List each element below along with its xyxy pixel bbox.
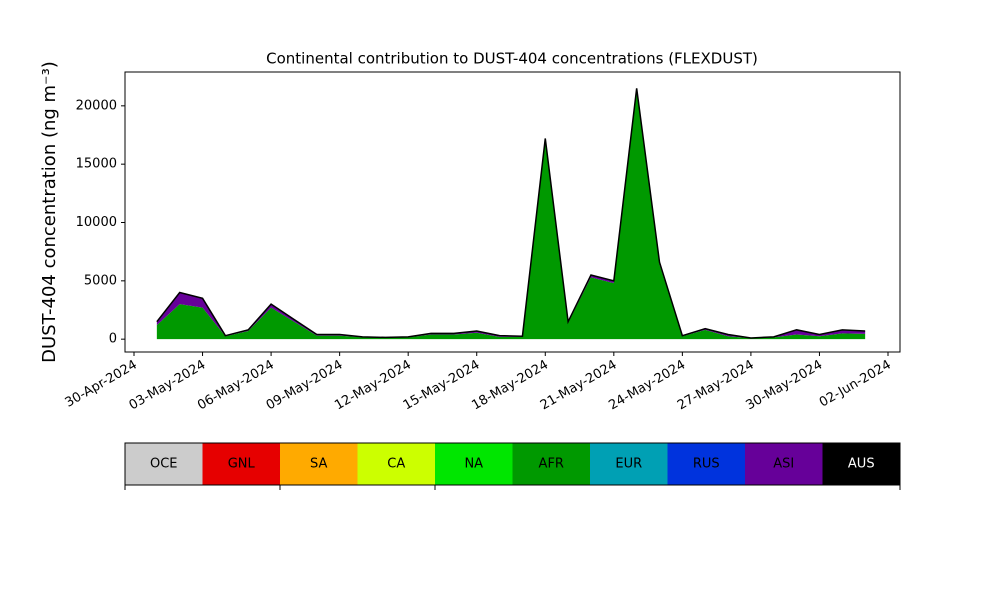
- plot-frame: [124, 71, 901, 353]
- legend-swatch: [667, 443, 745, 485]
- legend-label: CA: [387, 457, 405, 472]
- area: [156, 88, 866, 339]
- x-tick-label: 21-May-2024: [538, 358, 620, 414]
- x-tick-label: 03-May-2024: [127, 358, 209, 414]
- legend-swatch: [280, 443, 358, 485]
- x-tick-label: 15-May-2024: [401, 358, 483, 414]
- legend-swatch: [202, 443, 280, 485]
- legend-swatch: [357, 443, 435, 485]
- legend-swatch: [590, 443, 668, 485]
- y-tick-label: 10000: [76, 215, 117, 230]
- legend-swatch: [512, 443, 590, 485]
- outline: [156, 88, 866, 339]
- legend-label: OCE: [150, 457, 178, 472]
- y-tick-label: 5000: [84, 273, 117, 288]
- x-tick-label: 02-Jun-2024: [817, 358, 894, 411]
- legend-label: NA: [464, 457, 483, 472]
- legend-swatch: [822, 443, 900, 485]
- x-tick-label: 30-May-2024: [744, 358, 826, 414]
- chart-title: Continental contribution to DUST-404 con…: [266, 50, 758, 68]
- legend-label: GNL: [228, 457, 256, 472]
- legend-swatch: [745, 443, 823, 485]
- legend-swatch: [125, 443, 203, 485]
- legend-label: EUR: [615, 457, 642, 472]
- legend-frame: [124, 442, 901, 486]
- x-tick-label: 12-May-2024: [332, 358, 414, 414]
- y-axis-label: DUST-404 concentration (ng m⁻³): [39, 61, 60, 363]
- x-tick-label: 18-May-2024: [469, 358, 551, 414]
- legend-label: RUS: [693, 457, 720, 472]
- y-tick-label: 15000: [76, 157, 117, 172]
- x-tick-label: 24-May-2024: [606, 358, 688, 414]
- y-tick-label: 0: [109, 332, 117, 347]
- x-tick-label: 09-May-2024: [264, 358, 346, 414]
- legend-label: AUS: [848, 457, 875, 472]
- y-tick-label: 20000: [76, 98, 117, 113]
- legend-swatch: [435, 443, 513, 485]
- area: [156, 90, 866, 340]
- legend-label: AFR: [539, 457, 564, 472]
- legend-label: ASI: [773, 457, 794, 472]
- x-tick-label: 27-May-2024: [675, 358, 757, 414]
- legend-label: SA: [310, 457, 327, 472]
- x-tick-label: 06-May-2024: [195, 358, 277, 414]
